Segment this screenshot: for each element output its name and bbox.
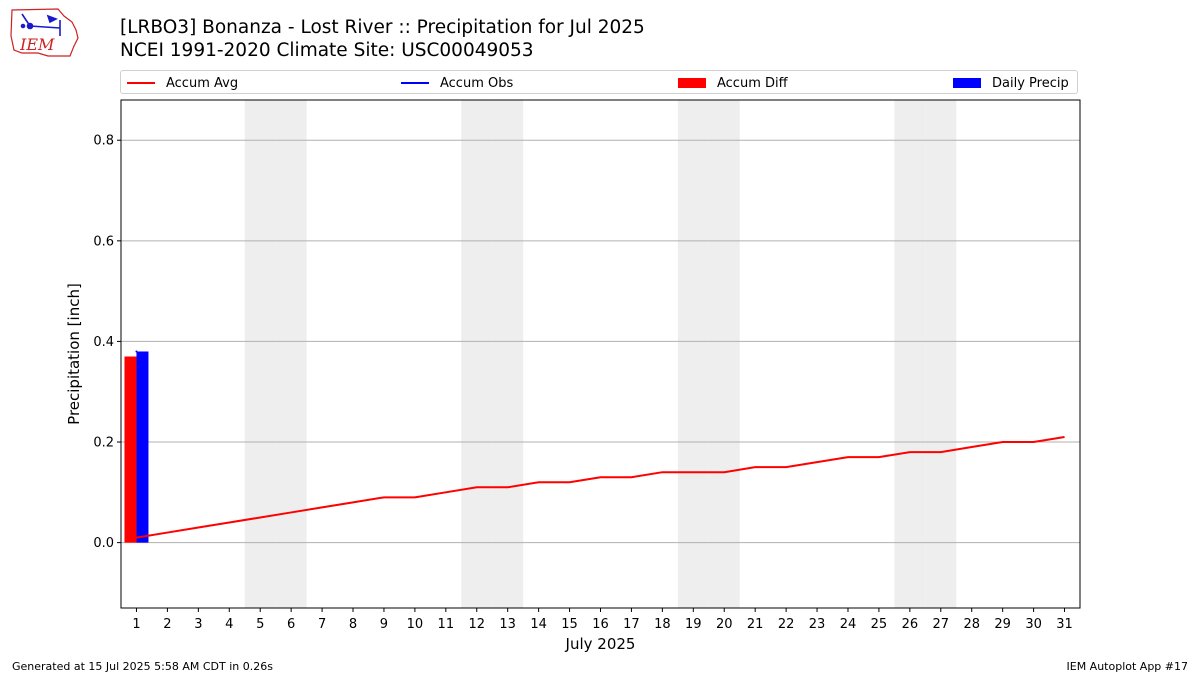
weekend-band-day-19: [677, 100, 709, 608]
legend-item-daily-precip: Daily Precip: [953, 71, 1069, 95]
x-tick-label-19: 19: [685, 617, 702, 632]
legend-label-accum-avg: Accum Avg: [166, 75, 239, 91]
x-tick-label-31: 31: [1056, 617, 1073, 632]
x-tick-label-24: 24: [840, 617, 857, 632]
weekend-band-day-6: [275, 100, 307, 608]
x-tick-label-16: 16: [592, 617, 609, 632]
x-axis-label: July 2025: [565, 635, 636, 653]
accum-avg-line: [136, 436, 1065, 539]
x-tick-label-13: 13: [499, 617, 516, 632]
x-tick-label-27: 27: [933, 617, 950, 632]
chart-title: [LRBO3] Bonanza - Lost River :: Precipit…: [120, 17, 645, 38]
x-tick-label-28: 28: [963, 617, 980, 632]
x-tick-label-1: 1: [132, 617, 140, 632]
x-tick-label-11: 11: [438, 617, 455, 632]
x-tick-label-23: 23: [809, 617, 826, 632]
x-tick-label-21: 21: [747, 617, 764, 632]
generated-timestamp: Generated at 15 Jul 2025 5:58 AM CDT in …: [12, 660, 273, 673]
chart-subtitle: NCEI 1991-2020 Climate Site: USC00049053: [120, 40, 534, 61]
x-tick-label-5: 5: [256, 617, 264, 632]
legend-label-accum-diff: Accum Diff: [717, 75, 788, 91]
weekend-band-day-27: [925, 100, 957, 608]
y-tick-label-0: 0.0: [93, 536, 114, 551]
x-tick-label-6: 6: [287, 617, 295, 632]
x-tick-label-25: 25: [871, 617, 888, 632]
line-series: [135, 350, 1065, 539]
x-axis-ticks: 1 2 3 4 5 6 7 8 9 10 11 12 13 14 15 16 17 18 19 20 21 22 23 24 2…: [132, 608, 1073, 632]
x-tick-label-20: 20: [716, 617, 733, 632]
legend-swatch-accum-avg: [127, 82, 155, 84]
daily-precip-bar-day-1: [136, 351, 149, 543]
x-tick-label-18: 18: [654, 617, 671, 632]
y-gridlines: [121, 139, 1080, 544]
bar-series: [124, 351, 149, 543]
legend-swatch-accum-diff: [678, 78, 706, 88]
accum-obs-point: [135, 350, 138, 353]
weekend-band-day-12: [461, 100, 493, 608]
y-tick-label-0.4: 0.4: [93, 335, 114, 350]
x-tick-label-30: 30: [1025, 617, 1042, 632]
weekend-band-day-26: [894, 100, 926, 608]
y-tick-label-0.2: 0.2: [93, 436, 114, 451]
x-tick-label-7: 7: [318, 617, 326, 632]
legend-item-accum-avg: Accum Avg: [127, 71, 238, 95]
x-tick-label-9: 9: [380, 617, 388, 632]
x-tick-label-3: 3: [194, 617, 202, 632]
legend-swatch-daily-precip: [953, 78, 981, 88]
weekend-band-day-13: [492, 100, 524, 608]
x-tick-label-10: 10: [407, 617, 424, 632]
x-tick-label-15: 15: [561, 617, 578, 632]
iem-logo-text: IEM: [19, 35, 55, 54]
legend-item-accum-obs: Accum Obs: [401, 71, 513, 95]
x-tick-label-2: 2: [163, 617, 171, 632]
weekend-band-day-5: [244, 100, 276, 608]
y-tick-label-0.6: 0.6: [93, 234, 114, 249]
legend-label-daily-precip: Daily Precip: [992, 75, 1069, 91]
y-axis-label: Precipitation [inch]: [65, 283, 83, 425]
x-tick-label-14: 14: [530, 617, 547, 632]
y-tick-label-0.8: 0.8: [93, 134, 114, 149]
weekend-bands: [244, 100, 957, 608]
accum-diff-bar-day-1: [124, 356, 137, 543]
y-axis-ticks: 0.0 0.2 0.4 0.6 0.8: [93, 134, 121, 551]
weekend-band-day-20: [708, 100, 740, 608]
x-tick-label-8: 8: [349, 617, 357, 632]
chart-legend: Accum Avg Accum Obs Accum Diff Daily Pre…: [120, 70, 1078, 94]
x-tick-label-26: 26: [902, 617, 919, 632]
legend-swatch-accum-obs: [401, 82, 429, 84]
x-tick-label-22: 22: [778, 617, 795, 632]
app-credit: IEM Autoplot App #17: [1066, 660, 1189, 673]
x-tick-label-12: 12: [468, 617, 485, 632]
legend-item-accum-diff: Accum Diff: [678, 71, 788, 95]
x-tick-label-29: 29: [994, 617, 1011, 632]
legend-label-accum-obs: Accum Obs: [440, 75, 514, 91]
x-tick-label-17: 17: [623, 617, 640, 632]
x-tick-label-4: 4: [225, 617, 233, 632]
iem-logo: IEM: [10, 8, 79, 57]
